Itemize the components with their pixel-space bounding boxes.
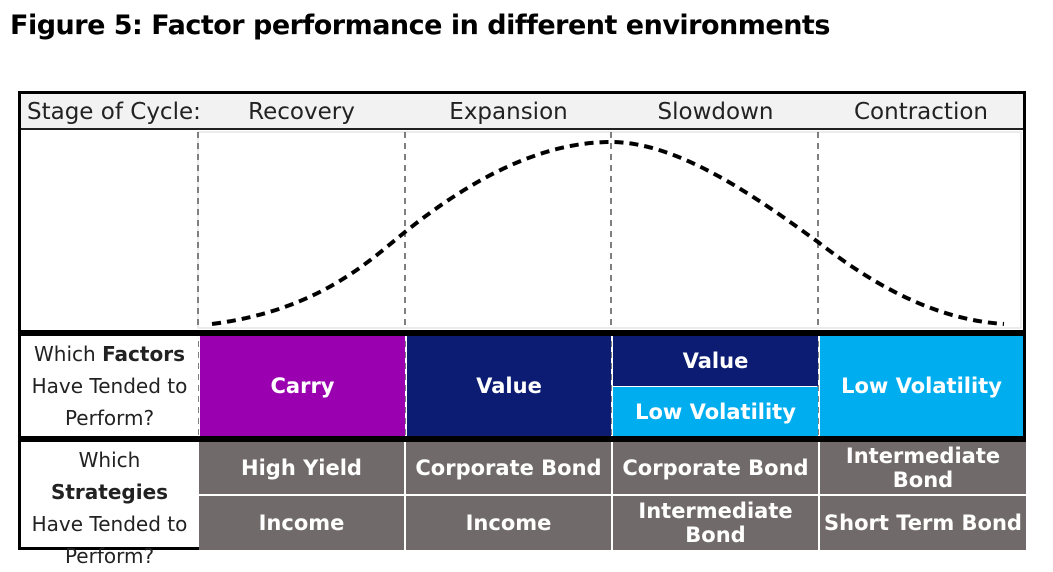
curve-plot-area xyxy=(197,131,1022,329)
factor-slowdown-low-volatility: Low Volatility xyxy=(613,387,818,436)
factor-expansion-value: Value xyxy=(407,336,611,436)
strategies-label-line2: Have Tended to xyxy=(31,512,188,536)
separator-bar-1 xyxy=(21,330,1023,336)
strategy-expansion-1: Corporate Bond xyxy=(406,442,613,496)
factors-label-line2: Have Tended to xyxy=(31,374,188,398)
separator-bar-2 xyxy=(21,436,1023,442)
stage-header-row: Stage of Cycle: Recovery Expansion Slowd… xyxy=(21,94,1023,130)
factor-recovery-carry: Carry xyxy=(200,336,405,436)
strategy-contraction-2: Short Term Bond xyxy=(820,496,1026,550)
factors-label-bold: Factors xyxy=(102,342,185,366)
factors-label-line3: Perform? xyxy=(64,406,155,430)
stage-recovery: Recovery xyxy=(248,99,355,125)
strategies-label-bold: Strategies xyxy=(50,480,169,504)
strategy-expansion-2: Income xyxy=(406,496,613,550)
factor-slowdown-value: Value xyxy=(613,336,818,386)
strategy-slowdown-1: Corporate Bond xyxy=(613,442,820,496)
strategy-contraction-1: Intermediate Bond xyxy=(820,442,1026,496)
stage-contraction: Contraction xyxy=(854,99,988,125)
strategy-slowdown-2: Intermediate Bond xyxy=(613,496,820,550)
stage-expansion: Expansion xyxy=(449,99,568,125)
stage-slowdown: Slowdown xyxy=(657,99,774,125)
factor-contraction-low-volatility: Low Volatility xyxy=(820,336,1023,436)
factors-row-label: Which Factors Have Tended to Perform? xyxy=(21,338,198,436)
strategies-row-label: Which Strategies Have Tended to Perform? xyxy=(21,444,198,568)
strategies-label-prefix: Which xyxy=(78,448,141,472)
stage-of-cycle-label: Stage of Cycle: xyxy=(27,99,201,125)
strategy-recovery-2: Income xyxy=(199,496,406,550)
strategies-label-line3: Perform? xyxy=(64,544,155,568)
figure-title: Figure 5: Factor performance in differen… xyxy=(10,10,830,41)
factors-label-prefix: Which xyxy=(34,342,103,366)
business-cycle-curve xyxy=(211,139,1005,326)
strategy-recovery-1: High Yield xyxy=(199,442,406,496)
